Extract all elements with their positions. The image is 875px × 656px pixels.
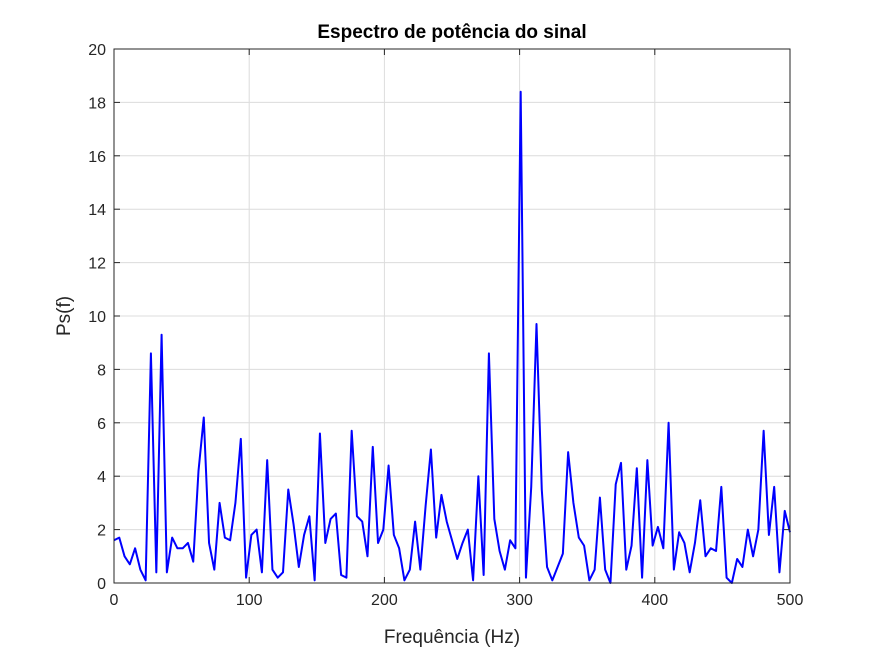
y-axis-ticks: 0 2 4 6 8 10 12 14 16 18 20 <box>88 42 790 593</box>
x-tick-label: 200 <box>371 592 398 609</box>
y-tick-label: 0 <box>97 576 106 593</box>
y-tick-label: 2 <box>97 523 106 540</box>
y-tick-label: 4 <box>97 469 106 486</box>
x-tick-label: 300 <box>506 592 533 609</box>
y-tick-label: 10 <box>88 309 106 326</box>
x-axis-label: Frequência (Hz) <box>384 627 520 648</box>
y-tick-label: 16 <box>88 149 106 166</box>
y-tick-label: 6 <box>97 416 106 433</box>
y-axis-label: Ps(f) <box>54 296 75 336</box>
x-tick-label: 100 <box>236 592 263 609</box>
chart-title: Espectro de potência do sinal <box>317 22 586 43</box>
x-tick-label: 0 <box>110 592 119 609</box>
y-tick-label: 20 <box>88 42 106 59</box>
y-tick-label: 14 <box>88 202 106 219</box>
series-line <box>113 90 791 584</box>
y-tick-label: 12 <box>88 256 106 273</box>
x-tick-label: 400 <box>641 592 668 609</box>
x-axis-ticks: 0 100 200 300 400 500 <box>110 49 804 609</box>
y-tick-label: 18 <box>88 95 106 112</box>
x-tick-label: 500 <box>777 592 804 609</box>
y-tick-label: 8 <box>97 362 106 379</box>
